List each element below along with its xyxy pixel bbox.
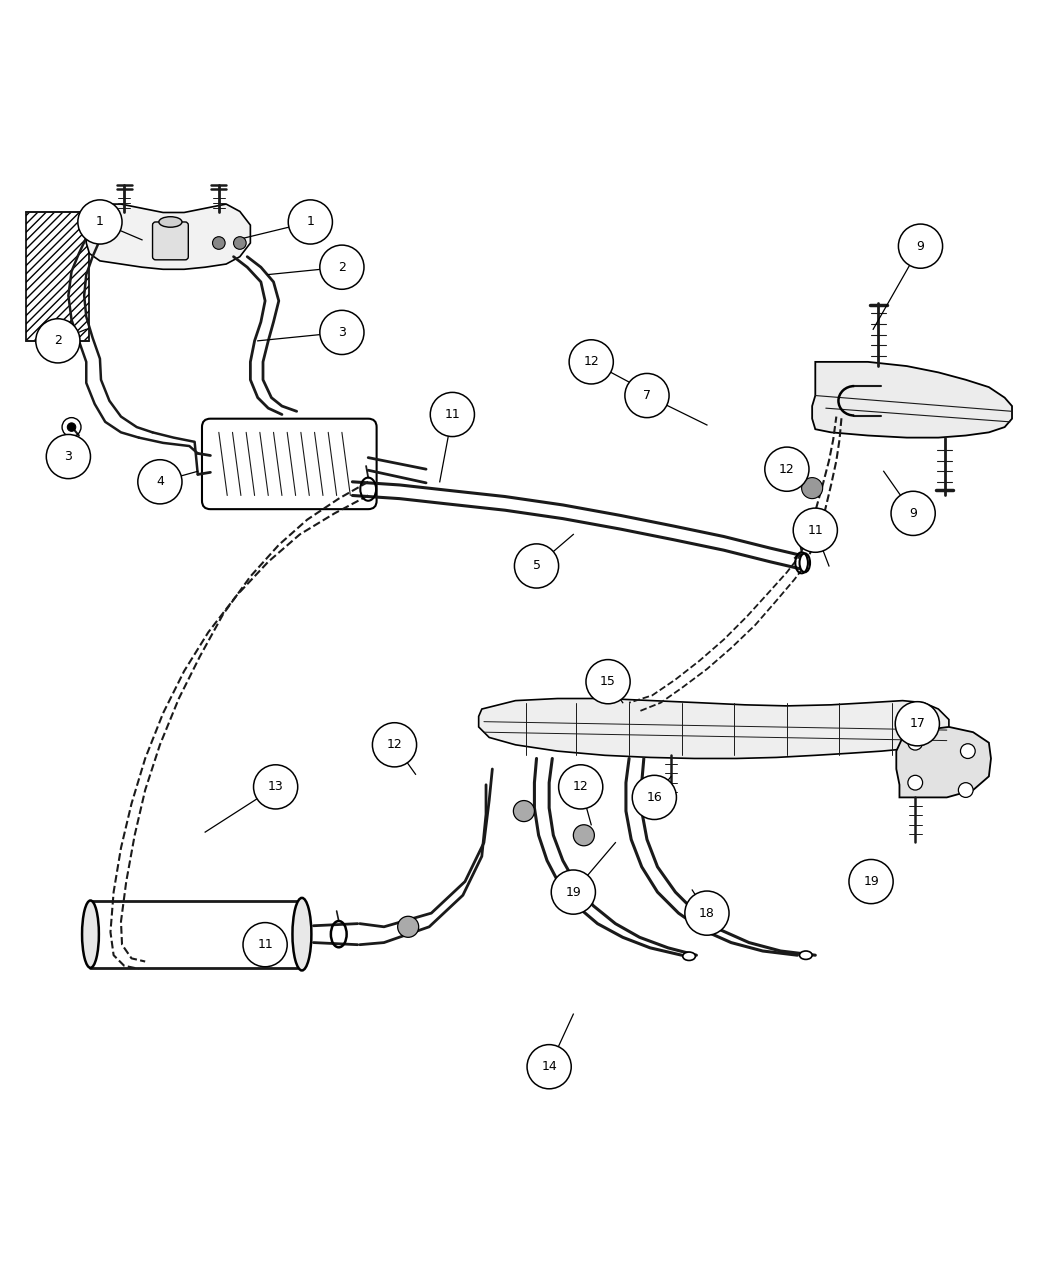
Ellipse shape bbox=[292, 898, 311, 970]
Text: 11: 11 bbox=[445, 408, 460, 421]
Circle shape bbox=[958, 783, 973, 797]
Text: 16: 16 bbox=[647, 790, 662, 805]
Circle shape bbox=[320, 245, 364, 289]
Circle shape bbox=[849, 859, 893, 904]
Text: 4: 4 bbox=[156, 476, 164, 488]
Text: 5: 5 bbox=[532, 560, 541, 572]
Circle shape bbox=[234, 237, 246, 250]
Circle shape bbox=[36, 319, 80, 363]
Text: 13: 13 bbox=[268, 780, 283, 793]
Circle shape bbox=[398, 917, 419, 937]
Text: 1: 1 bbox=[96, 215, 104, 228]
Circle shape bbox=[632, 775, 676, 820]
Circle shape bbox=[895, 701, 939, 746]
Circle shape bbox=[288, 200, 332, 244]
Circle shape bbox=[320, 310, 364, 354]
Circle shape bbox=[527, 1044, 571, 1089]
Text: 11: 11 bbox=[258, 938, 272, 951]
Circle shape bbox=[765, 448, 809, 491]
Circle shape bbox=[802, 478, 823, 499]
Polygon shape bbox=[896, 727, 991, 797]
Circle shape bbox=[243, 923, 287, 966]
Circle shape bbox=[898, 224, 943, 268]
Text: 17: 17 bbox=[909, 718, 926, 731]
Text: 12: 12 bbox=[573, 780, 588, 793]
Text: 7: 7 bbox=[643, 389, 651, 402]
Text: 9: 9 bbox=[916, 240, 925, 252]
Circle shape bbox=[78, 200, 122, 244]
Text: 9: 9 bbox=[909, 507, 917, 520]
Text: 12: 12 bbox=[387, 738, 402, 751]
Text: 19: 19 bbox=[566, 886, 581, 899]
Text: 2: 2 bbox=[338, 260, 346, 274]
Ellipse shape bbox=[159, 217, 182, 227]
Circle shape bbox=[254, 765, 298, 808]
Text: 19: 19 bbox=[864, 875, 878, 889]
Circle shape bbox=[559, 765, 603, 808]
Circle shape bbox=[213, 237, 225, 250]
Circle shape bbox=[625, 374, 669, 418]
Circle shape bbox=[551, 870, 595, 914]
Circle shape bbox=[960, 743, 975, 759]
Circle shape bbox=[138, 460, 182, 504]
Text: 3: 3 bbox=[64, 450, 73, 463]
Text: 1: 1 bbox=[306, 215, 315, 228]
FancyBboxPatch shape bbox=[202, 418, 377, 509]
Text: 18: 18 bbox=[699, 907, 715, 919]
Polygon shape bbox=[86, 204, 250, 269]
Circle shape bbox=[513, 801, 534, 821]
Circle shape bbox=[67, 423, 76, 431]
Bar bbox=[26, 213, 89, 340]
Ellipse shape bbox=[683, 952, 695, 960]
Circle shape bbox=[573, 825, 594, 845]
Polygon shape bbox=[812, 362, 1012, 437]
Text: 11: 11 bbox=[808, 524, 823, 537]
Circle shape bbox=[685, 891, 729, 936]
Circle shape bbox=[908, 775, 923, 790]
Circle shape bbox=[891, 491, 935, 536]
Polygon shape bbox=[479, 699, 949, 759]
Text: 3: 3 bbox=[338, 326, 346, 339]
Circle shape bbox=[586, 659, 630, 704]
Ellipse shape bbox=[800, 951, 812, 959]
Text: 15: 15 bbox=[600, 676, 616, 688]
Text: 12: 12 bbox=[780, 463, 794, 476]
Circle shape bbox=[514, 544, 559, 588]
Circle shape bbox=[908, 736, 923, 750]
Circle shape bbox=[372, 723, 417, 766]
Circle shape bbox=[569, 339, 613, 384]
FancyBboxPatch shape bbox=[153, 222, 188, 260]
Text: 2: 2 bbox=[54, 334, 62, 347]
Text: 12: 12 bbox=[584, 356, 599, 368]
Ellipse shape bbox=[800, 553, 810, 572]
Ellipse shape bbox=[82, 900, 99, 968]
Circle shape bbox=[46, 435, 90, 478]
Circle shape bbox=[430, 393, 474, 436]
Text: 14: 14 bbox=[542, 1061, 557, 1074]
Circle shape bbox=[793, 509, 837, 552]
